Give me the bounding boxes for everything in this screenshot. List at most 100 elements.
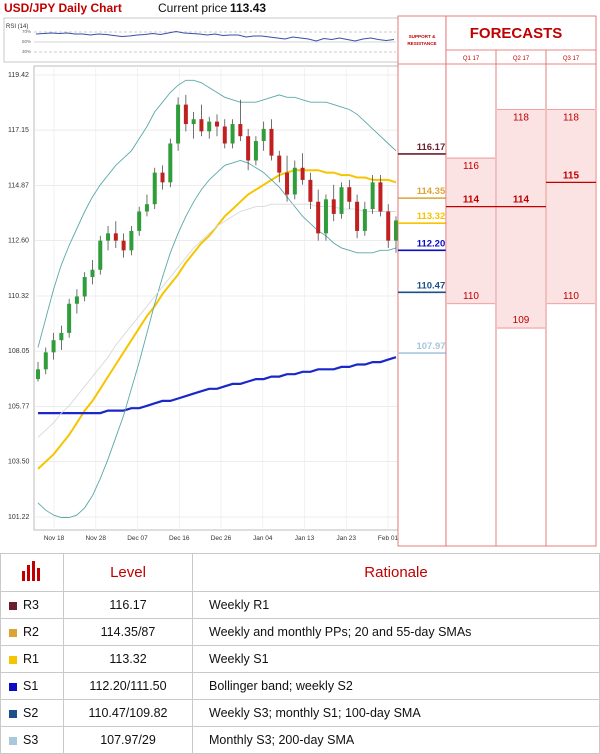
- candle: [370, 175, 375, 214]
- chart-bars-icon: [0, 553, 64, 592]
- candle-body: [386, 211, 391, 241]
- level-name: R2: [23, 625, 39, 639]
- table-header: Level Rationale: [0, 553, 600, 592]
- candle-body: [347, 187, 352, 202]
- forecast-value: 118: [513, 112, 529, 123]
- candle-body: [98, 240, 103, 270]
- candle: [67, 298, 72, 338]
- candle-body: [183, 104, 188, 125]
- row-name: S3: [0, 726, 64, 754]
- candle: [269, 119, 274, 161]
- x-tick-label: Dec 07: [127, 535, 148, 542]
- y-tick-label: 105.77: [8, 404, 30, 411]
- table-row: R1 113.32 Weekly S1: [0, 645, 600, 673]
- sr-value-r2: 114.35: [417, 186, 446, 197]
- x-tick-label: Nov 18: [44, 535, 65, 542]
- forecast-value: 114: [513, 195, 530, 206]
- x-tick-label: Jan 23: [336, 535, 356, 542]
- forecast-value: 115: [563, 170, 580, 181]
- candle: [129, 226, 134, 256]
- candle-body: [277, 155, 282, 173]
- candle: [183, 94, 188, 132]
- candle: [191, 111, 196, 139]
- candle-body: [339, 187, 344, 214]
- forecast-value: 114: [463, 195, 480, 206]
- level-name: R1: [23, 652, 39, 666]
- candle-body: [59, 332, 64, 341]
- candle: [355, 194, 360, 239]
- candle: [339, 182, 344, 219]
- candle-body: [36, 369, 40, 380]
- candle: [152, 167, 157, 210]
- forecast-range-1: [497, 109, 545, 329]
- forecast-col-q3: Q3 17: [563, 56, 580, 62]
- candle-body: [370, 182, 375, 210]
- candle-body: [261, 128, 266, 142]
- forecast-marks: 116 114 110 118 114 109 118 115 110: [446, 109, 596, 329]
- y-tick-label: 103.50: [8, 459, 30, 466]
- level-swatch: [9, 709, 17, 718]
- row-name: S1: [0, 672, 64, 700]
- y-tick-label: 117.15: [8, 127, 29, 134]
- row-name: R1: [0, 645, 64, 673]
- sr-header: SUPPORT & RESISTANCE: [407, 34, 436, 46]
- sr-value-r1: 113.32: [417, 211, 446, 222]
- series-bollinger-upper: [37, 79, 397, 348]
- indicator-lines: [37, 79, 397, 518]
- level-value: 113.32: [63, 645, 193, 673]
- y-tick-label: 101.22: [8, 514, 30, 521]
- y-tick-label: 110.32: [8, 293, 29, 300]
- row-name: S2: [0, 699, 64, 727]
- candle-body: [378, 182, 383, 212]
- sr-value-r3: 116.17: [417, 142, 446, 153]
- candle: [43, 347, 48, 375]
- rsi-level-70: 70%: [22, 29, 31, 34]
- candle: [261, 121, 266, 151]
- rsi-panel: [3, 17, 399, 63]
- table-row: R2 114.35/87 Weekly and monthly PPs; 20 an…: [0, 618, 600, 646]
- candle: [113, 221, 118, 248]
- y-axis: 119.42 117.15 114.87 112.60 110.32 108.05 105.…: [8, 72, 30, 521]
- candle: [215, 114, 219, 137]
- candle: [316, 189, 321, 241]
- level-rationale: Bollinger band; weekly S2: [192, 672, 600, 700]
- y-tick-label: 112.60: [8, 238, 29, 245]
- candle: [106, 226, 111, 251]
- candle-body: [308, 179, 313, 202]
- candle: [51, 332, 56, 360]
- table-row: R3 116.17 Weekly R1: [0, 591, 600, 619]
- candle: [160, 165, 165, 190]
- candle-body: [269, 128, 274, 156]
- candle-body: [292, 167, 297, 195]
- x-tick-label: Dec 26: [211, 535, 232, 542]
- forecast-value: 110: [563, 291, 579, 302]
- forecast-value: 109: [513, 315, 530, 326]
- candle-body: [113, 233, 118, 241]
- series-100-day-sma: [38, 356, 397, 415]
- candle: [137, 206, 142, 236]
- candles: [36, 94, 398, 382]
- candle: [292, 160, 297, 200]
- candle-body: [222, 126, 227, 144]
- candle: [238, 99, 243, 142]
- candle-body: [362, 209, 367, 231]
- x-tick-label: Nov 28: [85, 535, 106, 542]
- candle-body: [323, 199, 328, 234]
- candle: [121, 233, 126, 258]
- candle: [36, 362, 40, 382]
- candle-body: [74, 296, 79, 304]
- candle: [199, 104, 204, 137]
- candle: [378, 175, 383, 217]
- series-55-day-sma: [37, 203, 396, 438]
- sr-value-s2: 110.47: [417, 280, 446, 291]
- x-tick-label: Jan 04: [253, 535, 273, 542]
- level-rationale: Weekly S3; monthly S1; 100-day SMA: [192, 699, 600, 727]
- candle-body: [331, 199, 336, 214]
- candle: [98, 235, 103, 275]
- level-swatch: [9, 601, 17, 610]
- y-tick-label: 114.87: [8, 183, 29, 190]
- price-label: Current price: [158, 1, 228, 15]
- candle: [90, 260, 95, 285]
- candle-body: [152, 172, 157, 205]
- candle-body: [43, 352, 48, 370]
